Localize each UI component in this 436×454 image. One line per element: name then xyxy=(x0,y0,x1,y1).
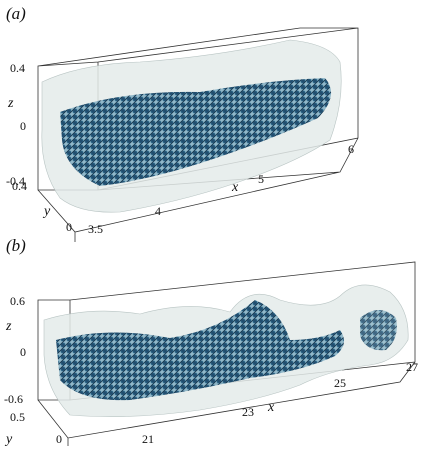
tick-label: 5 xyxy=(258,172,264,186)
axis-label: y xyxy=(4,432,13,447)
tick-label: 6 xyxy=(348,142,354,156)
tick-label: 0 xyxy=(56,432,62,446)
tick-label: 0.6 xyxy=(10,294,25,308)
tick-label: -0.4 xyxy=(6,174,25,188)
tick-label: 27 xyxy=(406,360,418,374)
tick-label: 25 xyxy=(334,376,346,390)
tick-label: 0 xyxy=(66,220,72,234)
turbulent-core xyxy=(360,310,397,351)
tick-label: 21 xyxy=(142,432,154,446)
axis-label: y xyxy=(42,204,51,219)
panel-label: (b) xyxy=(6,236,26,255)
tick-label: 4 xyxy=(155,204,161,218)
tick-label: 0 xyxy=(20,119,26,133)
axis-label: x xyxy=(231,180,239,195)
turbulent-core xyxy=(60,78,332,186)
tick-label: 0.5 xyxy=(10,410,25,424)
turbulent-core xyxy=(56,300,344,401)
tick-label: 23 xyxy=(242,405,254,419)
axis-label: z xyxy=(7,96,14,111)
tick-label: -0.6 xyxy=(4,392,23,406)
tick-label: 0 xyxy=(20,345,26,359)
tick-label: 3.5 xyxy=(88,222,103,236)
panel-a: (a) z 0.4 0 -0.4 y 0.4 0 x 3.5 4 5 6 xyxy=(6,4,359,242)
axis-label: x xyxy=(267,400,275,415)
panel-label: (a) xyxy=(6,4,26,23)
panel-b: (b) z 0.6 0 -0.6 y 0.5 0 x 21 23 25 27 xyxy=(4,236,418,447)
tick-label: 0.4 xyxy=(12,179,27,193)
axis-label: z xyxy=(5,319,12,334)
tick-label: 0.4 xyxy=(10,61,25,75)
